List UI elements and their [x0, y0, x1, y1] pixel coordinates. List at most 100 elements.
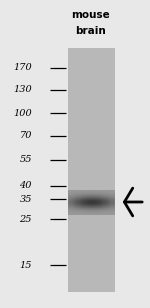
Bar [100, 194, 101, 195]
Bar [110, 202, 112, 203]
Bar [68, 192, 69, 193]
Bar [113, 190, 114, 191]
Bar [104, 193, 106, 194]
Bar [69, 206, 71, 207]
Bar [79, 208, 80, 209]
Bar [104, 190, 106, 191]
Bar [82, 211, 84, 212]
Bar [76, 207, 78, 208]
Bar [106, 213, 107, 214]
Bar [104, 192, 106, 193]
Bar [88, 193, 89, 194]
Bar [92, 192, 93, 193]
Bar [75, 201, 76, 202]
Bar [69, 190, 71, 191]
Text: 35: 35 [20, 194, 32, 204]
Bar [76, 196, 78, 197]
Bar [108, 190, 109, 191]
Bar [109, 192, 111, 193]
Bar [69, 196, 71, 197]
Bar [81, 206, 82, 207]
Bar [110, 196, 112, 197]
Bar [100, 200, 101, 201]
Bar [69, 208, 71, 209]
Bar [92, 197, 93, 198]
Bar [90, 212, 92, 213]
Bar [110, 190, 112, 191]
Bar [86, 206, 87, 207]
Bar [93, 208, 94, 209]
Bar [82, 211, 84, 212]
Bar [113, 208, 114, 209]
Bar [99, 196, 100, 197]
Bar [104, 193, 106, 194]
Bar [80, 194, 81, 195]
Bar [69, 195, 71, 196]
Bar [95, 196, 96, 197]
Bar [109, 197, 111, 198]
Bar [84, 211, 86, 212]
Bar [86, 205, 87, 206]
Text: mouse: mouse [72, 10, 110, 20]
Bar [102, 196, 104, 197]
Bar [86, 211, 87, 212]
Bar [108, 214, 109, 215]
Bar [113, 203, 114, 204]
Bar [94, 198, 95, 199]
Bar [87, 213, 88, 214]
Bar [89, 198, 91, 199]
Bar [81, 190, 82, 191]
Bar [102, 209, 104, 210]
Bar [97, 192, 99, 193]
Bar [96, 199, 98, 200]
Bar [99, 203, 100, 204]
Bar [99, 208, 100, 209]
Bar [97, 192, 99, 193]
Bar [95, 197, 96, 198]
Bar [80, 195, 81, 196]
Bar [90, 195, 92, 196]
Bar [70, 202, 72, 203]
Bar [94, 205, 95, 206]
Bar [83, 196, 85, 197]
Bar [76, 203, 78, 204]
Bar [93, 208, 94, 209]
Bar [107, 203, 108, 204]
Bar [114, 204, 115, 205]
Bar [87, 194, 88, 195]
Bar [70, 201, 72, 202]
Bar [76, 195, 78, 196]
Bar [88, 190, 89, 191]
Bar [70, 197, 72, 198]
Bar [82, 197, 84, 198]
Bar [90, 209, 92, 210]
Bar [99, 190, 100, 191]
Bar [74, 195, 75, 196]
Bar [106, 199, 107, 200]
Bar [110, 191, 112, 192]
Bar [104, 190, 106, 191]
Bar [88, 206, 89, 207]
Bar [89, 195, 91, 196]
Bar [102, 191, 104, 192]
Bar [97, 197, 99, 198]
Bar [110, 212, 112, 213]
Bar [92, 212, 93, 213]
Bar [88, 213, 89, 214]
Bar [109, 190, 111, 191]
Bar [77, 208, 79, 209]
Bar [93, 198, 94, 199]
Bar [79, 209, 80, 210]
Bar [106, 204, 107, 205]
Bar [92, 190, 93, 191]
Bar [97, 197, 99, 198]
Bar [68, 197, 69, 198]
Bar [106, 199, 107, 200]
Bar [114, 190, 115, 191]
Bar [72, 200, 73, 201]
Bar [95, 214, 96, 215]
Bar [110, 197, 112, 198]
Bar [87, 197, 88, 198]
Bar [88, 197, 89, 198]
Bar [90, 203, 92, 204]
